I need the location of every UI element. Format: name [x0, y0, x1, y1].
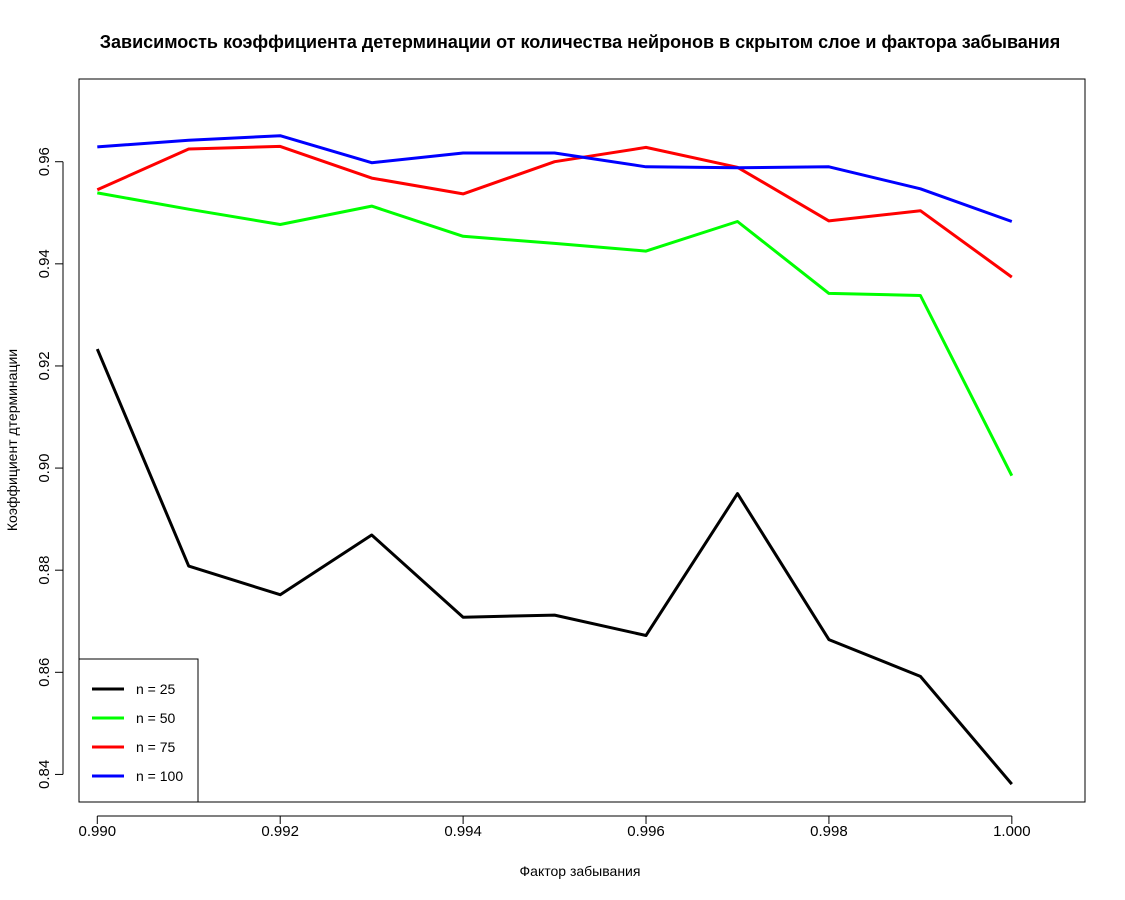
x-axis-label: Фактор забывания — [520, 863, 641, 879]
axes: 0.990 0.992 0.994 0.996 0.998 1.000 0.84 0.86 0.… — [36, 147, 1031, 840]
y-tick-label: 0.86 — [36, 658, 53, 687]
y-tick-label: 0.96 — [36, 147, 53, 176]
y-tick-label: 0.94 — [36, 249, 53, 278]
x-tick-label: 0.996 — [627, 823, 665, 840]
legend-label: n = 75 — [136, 739, 176, 755]
legend: n = 25 n = 50 n = 75 n = 100 — [78, 658, 199, 803]
legend-box — [78, 658, 199, 803]
legend-label: n = 25 — [136, 681, 176, 697]
chart-title: Зависимость коэффициента детерминации от… — [100, 32, 1061, 52]
x-tick-label: 0.998 — [810, 823, 848, 840]
y-tick-label: 0.88 — [36, 556, 53, 585]
x-tick-label: 1.000 — [993, 823, 1031, 840]
x-tick-label: 0.992 — [261, 823, 299, 840]
y-axis-label: Коэффициент дтерминации — [4, 349, 20, 531]
x-tick-label: 0.994 — [444, 823, 482, 840]
series-line-3 — [96, 144, 1013, 279]
series-line-1 — [95, 348, 1013, 786]
y-tick-label: 0.90 — [36, 453, 53, 482]
y-tick-label: 0.92 — [36, 351, 53, 380]
y-tick-label: 0.84 — [36, 760, 53, 789]
x-tick-label: 0.990 — [79, 823, 117, 840]
series-layer — [95, 134, 1014, 786]
series-line-2 — [97, 191, 1014, 477]
legend-label: n = 50 — [136, 710, 176, 726]
series-line-4 — [97, 134, 1013, 223]
plot-frame — [78, 78, 1086, 803]
legend-label: n = 100 — [136, 768, 183, 784]
